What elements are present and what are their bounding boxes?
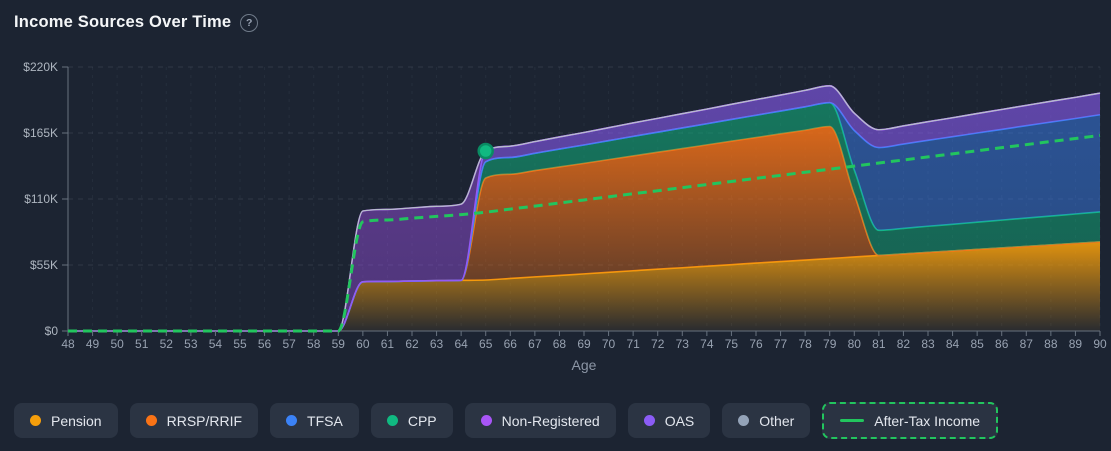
color-dot-icon [386,415,398,426]
legend-item-label: TFSA [307,412,343,429]
x-tick-label: 88 [1044,337,1058,351]
x-tick-label: 63 [430,337,444,351]
x-tick-label: 56 [258,337,272,351]
x-axis-title: Age [572,357,597,373]
legend-item-label: Non-Registered [501,412,600,429]
legend-item-after-tax-income[interactable]: After-Tax Income [822,402,999,439]
x-tick-label: 62 [405,337,419,351]
x-tick-label: 83 [921,337,935,351]
y-tick-label: $220K [23,60,58,74]
x-tick-label: 73 [676,337,690,351]
x-tick-label: 61 [381,337,395,351]
x-tick-label: 78 [798,337,812,351]
legend-item-label: Other [759,412,795,429]
color-dot-icon [738,415,750,426]
legend-item-label: After-Tax Income [874,412,981,429]
x-tick-label: 79 [823,337,837,351]
x-tick-label: 48 [61,337,75,351]
legend-item-label: OAS [664,412,695,429]
x-tick-label: 90 [1093,337,1107,351]
x-tick-label: 87 [1020,337,1034,351]
x-tick-label: 49 [86,337,100,351]
x-tick-label: 89 [1069,337,1083,351]
x-tick-label: 69 [577,337,591,351]
help-icon[interactable]: ? [240,13,259,32]
x-tick-label: 66 [504,337,518,351]
legend-item-rrsp-rrif[interactable]: RRSP/RRIF [129,403,259,438]
x-tick-label: 74 [700,337,714,351]
x-tick-label: 75 [725,337,739,351]
x-tick-label: 67 [528,337,542,351]
x-tick-label: 80 [848,337,862,351]
y-tick-label: $110K [24,192,58,206]
x-tick-label: 59 [332,337,346,351]
x-tick-label: 84 [946,337,960,351]
area-cpp [68,102,1100,331]
color-dot-icon [480,415,492,426]
x-tick-label: 53 [184,337,198,351]
x-tick-label: 51 [135,337,149,351]
chart-header: Income Sources Over Time ? [0,0,1111,32]
x-tick-label: 58 [307,337,321,351]
x-tick-label: 65 [479,337,493,351]
x-tick-label: 71 [626,337,640,351]
x-tick-label: 85 [970,337,984,351]
x-tick-label: 86 [995,337,1009,351]
x-tick-label: 57 [282,337,296,351]
x-tick-label: 72 [651,337,665,351]
legend-item-label: Pension [51,412,102,429]
x-tick-label: 70 [602,337,616,351]
legend-item-oas[interactable]: OAS [627,403,711,438]
x-tick-label: 54 [209,337,223,351]
page-title: Income Sources Over Time [14,13,232,31]
x-tick-label: 82 [897,337,911,351]
legend-item-tfsa[interactable]: TFSA [270,403,359,438]
y-tick-label: $0 [45,324,59,338]
age-65-marker-dot[interactable] [477,142,494,160]
legend-item-cpp[interactable]: CPP [370,403,453,438]
x-tick-label: 50 [110,337,124,351]
income-chart: $0 $55K $110K $165K $220K 48 49 50 51 52 53 54 55 56 5… [0,48,1111,388]
x-tick-label: 52 [160,337,174,351]
dashed-line-swatch-icon [840,419,865,422]
y-tick-label: $165K [23,126,58,140]
color-dot-icon [643,415,655,426]
chart-svg: $0 $55K $110K $165K $220K 48 49 50 51 52 53 54 55 56 5… [23,60,1107,373]
area-rrsp-rrif [68,126,1100,332]
legend-item-label: CPP [407,412,437,429]
x-tick-label: 64 [454,337,468,351]
legend-item-other[interactable]: Other [722,403,811,438]
color-dot-icon [30,415,41,426]
legend-item-pension[interactable]: Pension [14,403,118,438]
x-tick-label: 81 [872,337,886,351]
area-tfsa [68,102,1100,331]
x-tick-label: 76 [749,337,763,351]
color-dot-icon [145,415,157,426]
legend: Pension RRSP/RRIF TFSA CPP Non-Registered OAS… [14,402,999,439]
area-pension [68,241,1100,331]
after-tax-income-line [67,133,1101,333]
y-tick-label: $55K [30,258,58,272]
x-tick-label: 60 [356,337,370,351]
x-tick-label: 77 [774,337,788,351]
x-tick-label: 55 [233,337,247,351]
color-dot-icon [286,415,298,426]
x-tick-label: 68 [553,337,567,351]
legend-item-label: RRSP/RRIF [166,412,243,429]
legend-item-non-registered[interactable]: Non-Registered [464,403,616,438]
